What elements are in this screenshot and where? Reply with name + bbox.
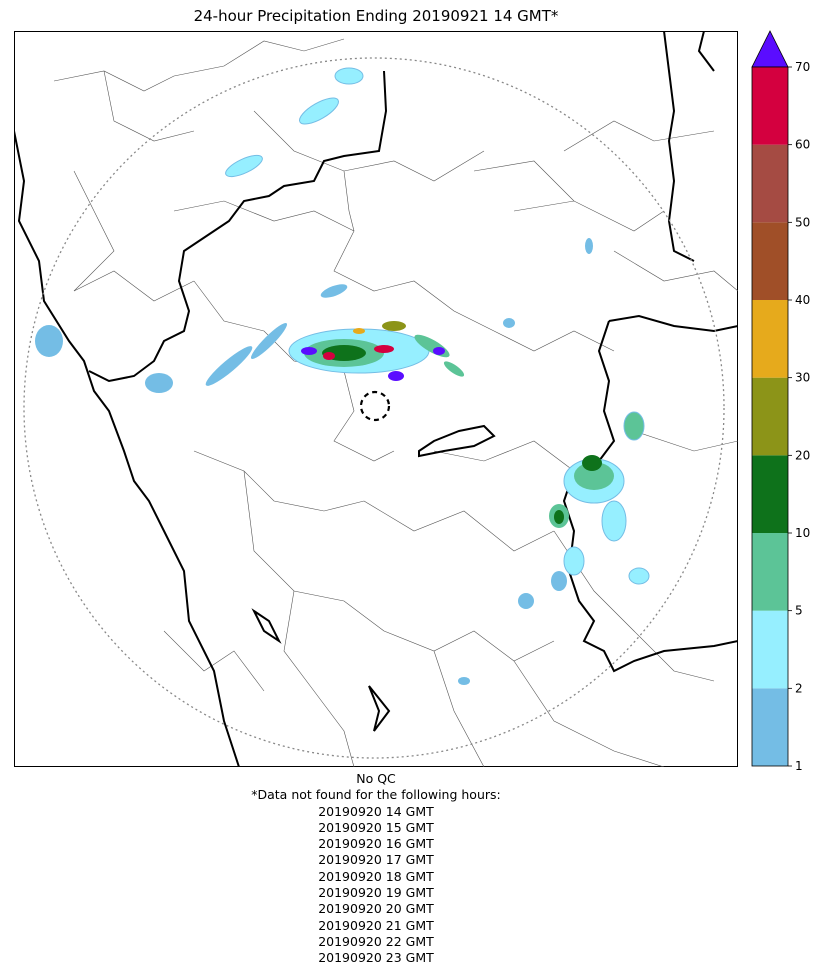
- missing-hour-item: 20190920 16 GMT: [318, 836, 434, 852]
- colorbar-tick-label: 1: [795, 759, 803, 773]
- colorbar-extend-arrow: [751, 30, 789, 68]
- missing-hour-item: 20190920 22 GMT: [318, 933, 434, 949]
- precipitation-map[interactable]: [14, 31, 738, 767]
- colorbar-tick-label: 2: [795, 681, 803, 695]
- colorbar-tick-label: 60: [795, 138, 810, 152]
- colorbar-tick-label: 40: [795, 293, 810, 307]
- colorbar-tick-label: 5: [795, 604, 803, 618]
- colorbar-bin: [752, 455, 788, 533]
- colorbar-bin: [752, 67, 788, 145]
- missing-hours-list: 20190920 14 GMT 20190920 15 GMT 20190920 1…: [14, 804, 738, 967]
- map-frame: [14, 31, 738, 767]
- missing-hour-item: 20190920 19 GMT: [318, 885, 434, 901]
- qc-label: No QC: [356, 771, 396, 786]
- colorbar-bin: [752, 688, 788, 766]
- missing-hour-item: 20190920 23 GMT: [318, 950, 434, 966]
- precipitation-cells: [35, 67, 650, 685]
- colorbar-tick-label: 10: [795, 526, 810, 540]
- district-boundaries: [53, 38, 738, 767]
- colorbar-tick-label: 50: [795, 215, 810, 229]
- radar-range-ring: [23, 57, 725, 759]
- radar-site-marker: [359, 390, 391, 422]
- missing-hour-item: 20190920 15 GMT: [318, 819, 434, 835]
- missing-data-note: *Data not found for the following hours:: [251, 787, 501, 803]
- missing-hour-item: 20190920 17 GMT: [318, 852, 434, 868]
- missing-hour-item: 20190920 18 GMT: [318, 868, 434, 884]
- colorbar-bin: [752, 377, 788, 456]
- colorbar-bin: [752, 300, 788, 378]
- colorbar: 1 2 5 10 20 30 40 50 60 70: [751, 30, 810, 773]
- missing-hour-item: 20190920 21 GMT: [318, 917, 434, 933]
- missing-hour-item: 20190920 20 GMT: [318, 901, 434, 917]
- colorbar-bin: [752, 610, 788, 689]
- missing-hour-item: 20190920 14 GMT: [318, 803, 434, 819]
- colorbar-tick-label: 30: [795, 371, 810, 385]
- colorbar-tick-label: 70: [795, 60, 810, 74]
- colorbar-outline: [751, 66, 789, 767]
- colorbar-bin: [752, 222, 788, 300]
- colorbar-bin: [752, 144, 788, 223]
- footer-notes: No QC *Data not found for the following …: [14, 771, 738, 967]
- map-title: 24-hour Precipitation Ending 20190921 14…: [193, 7, 559, 25]
- colorbar-bin: [752, 533, 788, 611]
- colorbar-tick-label: 20: [795, 448, 810, 462]
